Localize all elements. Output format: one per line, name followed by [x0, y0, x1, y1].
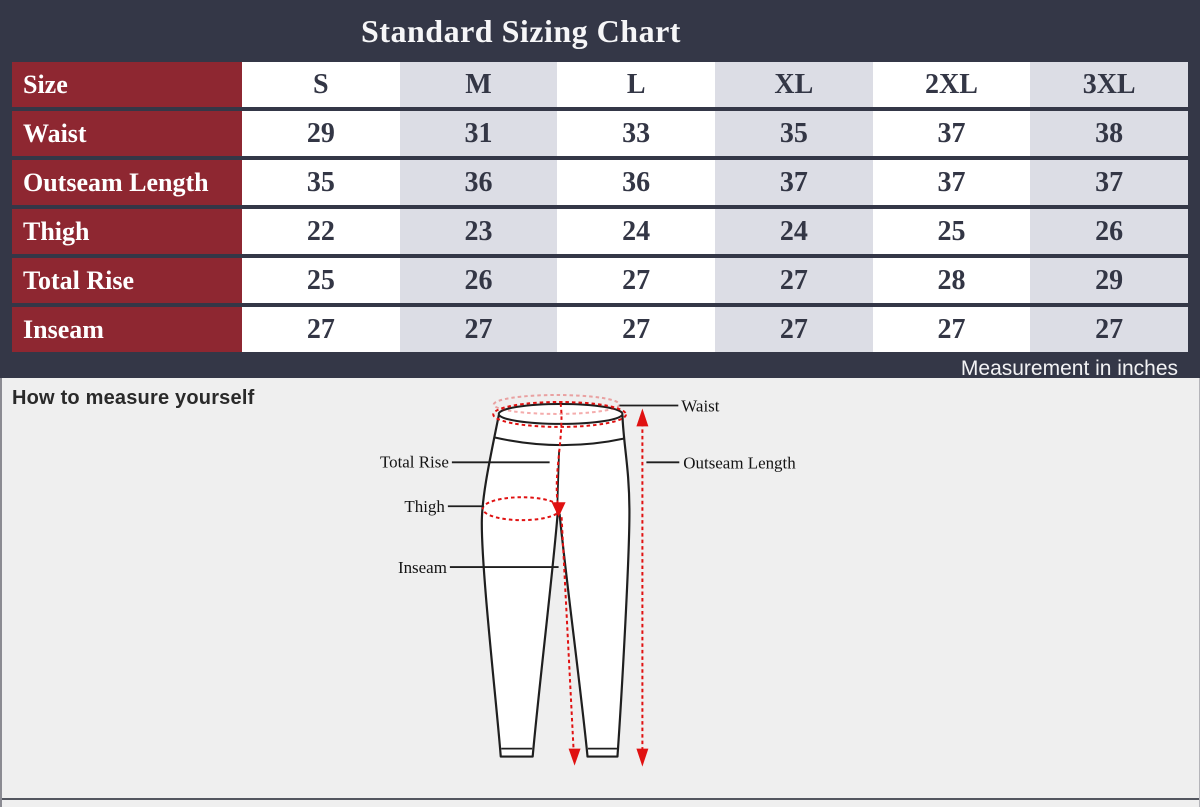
outseam-bottom-arrowhead — [636, 748, 649, 767]
total-rise-label: Total Rise — [380, 452, 449, 471]
column-header-2xl: 2XL — [872, 62, 1031, 107]
value-cell: 25 — [242, 258, 400, 303]
inseam-label: Inseam — [398, 558, 447, 577]
column-header-xl: XL — [715, 62, 873, 107]
row-label: Thigh — [12, 209, 242, 254]
value-cell: 27 — [399, 307, 558, 352]
table-row-total-rise: Total Rise 25 26 27 27 28 29 — [12, 258, 1188, 303]
table-row-outseam-length: Outseam Length 35 36 36 37 37 37 — [12, 160, 1188, 205]
outseam-length-label: Outseam Length — [683, 453, 796, 472]
waist-measure-ellipse — [492, 400, 627, 428]
value-cell: 23 — [399, 209, 558, 254]
measure-guide-section: How to measure yourself — [0, 378, 1200, 807]
value-cell: 38 — [1030, 111, 1188, 156]
row-label: Inseam — [12, 307, 242, 352]
value-cell: 26 — [1030, 209, 1188, 254]
row-label: Waist — [12, 111, 242, 156]
value-cell: 27 — [242, 307, 400, 352]
table-row-inseam: Inseam 27 27 27 27 27 27 — [12, 307, 1188, 352]
outseam-top-arrowhead — [636, 408, 649, 427]
waist-measure-ellipse-faint — [492, 393, 621, 415]
measurement-note: Measurement in inches — [960, 357, 1178, 380]
value-cell: 36 — [399, 160, 558, 205]
inseam-arrowhead — [568, 748, 581, 766]
value-cell: 27 — [557, 258, 715, 303]
value-cell: 33 — [557, 111, 715, 156]
value-cell: 28 — [872, 258, 1031, 303]
pants-outline — [480, 402, 631, 758]
table-header-row: Size S M L XL 2XL 3XL — [12, 62, 1188, 107]
total-rise-measure-line — [555, 403, 563, 503]
value-cell: 37 — [715, 160, 873, 205]
value-cell: 24 — [715, 209, 873, 254]
value-cell: 22 — [242, 209, 400, 254]
value-cell: 27 — [1030, 307, 1188, 352]
value-cell: 27 — [557, 307, 715, 352]
column-header-s: S — [242, 62, 400, 107]
measurement-arrowheads — [551, 408, 649, 767]
guide-heading: How to measure yourself — [12, 387, 255, 409]
column-header-3xl: 3XL — [1030, 62, 1188, 107]
sizing-table: Size S M L XL 2XL 3XL Waist 29 31 33 35 … — [12, 62, 1188, 352]
sizing-table-section: Standard Sizing Chart Size S M L XL 2XL … — [0, 0, 1200, 380]
total-rise-arrowhead — [551, 502, 566, 518]
value-cell: 29 — [242, 111, 400, 156]
row-label: Outseam Length — [12, 160, 242, 205]
size-header-label: Size — [12, 62, 242, 107]
row-label: Total Rise — [12, 258, 242, 303]
value-cell: 27 — [715, 307, 873, 352]
leader-lines — [447, 404, 680, 568]
value-cell: 26 — [399, 258, 558, 303]
value-cell: 29 — [1030, 258, 1188, 303]
thigh-label: Thigh — [404, 497, 445, 516]
value-cell: 37 — [1030, 160, 1188, 205]
table-row-thigh: Thigh 22 23 24 24 25 26 — [12, 209, 1188, 254]
value-cell: 35 — [242, 160, 400, 205]
value-cell: 31 — [399, 111, 558, 156]
page-title: Standard Sizing Chart — [361, 12, 681, 49]
value-cell: 25 — [872, 209, 1031, 254]
value-cell: 37 — [872, 160, 1031, 205]
value-cell: 24 — [557, 209, 715, 254]
value-cell: 27 — [872, 307, 1031, 352]
value-cell: 36 — [557, 160, 715, 205]
column-header-l: L — [557, 62, 715, 107]
pants-measurement-diagram: Waist Outseam Length Total Rise Thigh In… — [380, 393, 796, 767]
bottom-divider — [2, 798, 1199, 800]
value-cell: 35 — [715, 111, 873, 156]
value-cell: 27 — [715, 258, 873, 303]
column-header-m: M — [399, 62, 558, 107]
table-row-waist: Waist 29 31 33 35 37 38 — [12, 111, 1188, 156]
waist-label: Waist — [681, 396, 719, 415]
value-cell: 37 — [872, 111, 1031, 156]
